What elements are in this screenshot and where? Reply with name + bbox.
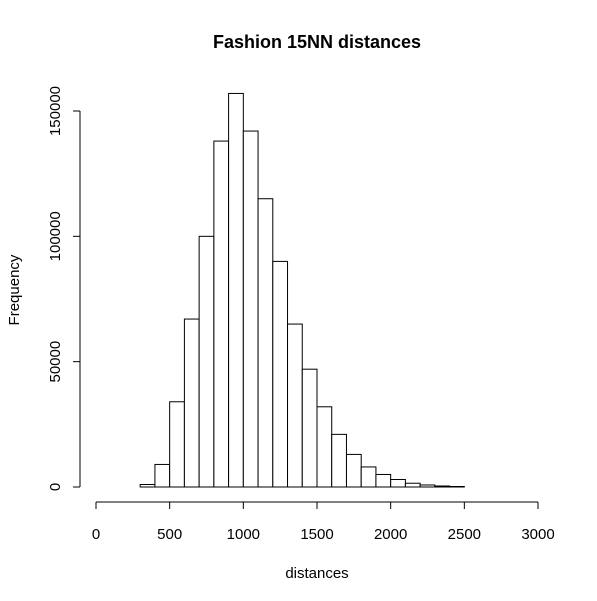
histogram-bar	[390, 478, 406, 488]
x-tick-label: 500	[157, 526, 182, 543]
histogram-bars	[139, 92, 465, 488]
x-tick-label: 0	[92, 526, 100, 543]
histogram-bar	[404, 482, 421, 488]
histogram-bar	[316, 406, 333, 488]
x-tick-label: 2500	[448, 526, 481, 543]
histogram-bar	[434, 485, 451, 488]
histogram-bar	[287, 323, 303, 488]
histogram-bar	[198, 235, 215, 488]
histogram-bar	[360, 466, 377, 488]
histogram-bar	[213, 140, 230, 488]
y-tick-label: 100000	[47, 211, 64, 261]
x-tick-label: 1000	[227, 526, 260, 543]
x-tick-label: 2000	[374, 526, 407, 543]
y-axis: 0 50000 100000 150000	[47, 86, 81, 491]
histogram-bar	[228, 92, 244, 488]
x-axis: 0 500 1000 1500 2000 2500 3000	[92, 501, 555, 543]
histogram-bar	[139, 483, 156, 488]
x-tick-label: 3000	[521, 526, 554, 543]
histogram-bar	[331, 433, 347, 488]
histogram-bar	[257, 198, 274, 488]
y-tick-label: 50000	[47, 341, 64, 383]
histogram-bar	[375, 473, 392, 488]
histogram-bar	[272, 260, 289, 488]
histogram-bar	[419, 484, 436, 488]
histogram-bar	[345, 453, 362, 488]
histogram-bar	[449, 486, 465, 488]
histogram-bar	[301, 368, 318, 488]
histogram-bar	[242, 130, 259, 488]
chart-title: Fashion 15NN distances	[213, 32, 421, 52]
x-axis-label: distances	[285, 565, 348, 582]
y-tick-label: 150000	[47, 86, 64, 136]
histogram-bar	[169, 401, 185, 488]
x-tick-label: 1500	[300, 526, 333, 543]
histogram-bar	[154, 463, 171, 488]
y-tick-label: 0	[47, 483, 64, 491]
y-axis-label: Frequency	[6, 254, 23, 325]
histogram-bar	[183, 318, 200, 488]
